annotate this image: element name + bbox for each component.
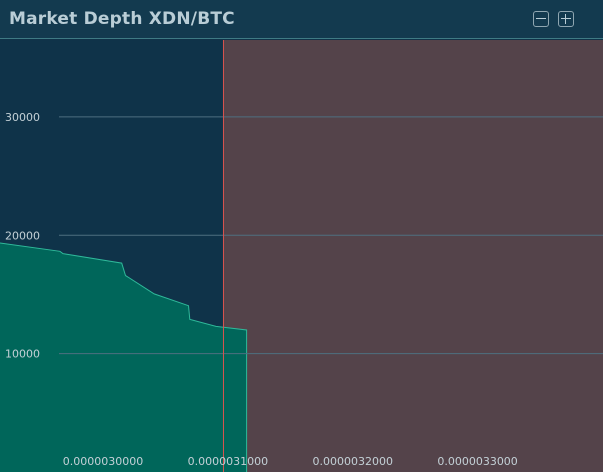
widget-title: Market Depth XDN/BTC — [9, 9, 235, 29]
x-tick-label-2: 0.0000032000 — [312, 455, 392, 468]
ask-depth-area — [223, 40, 603, 472]
x-tick-label-0: 0.0000030000 — [63, 455, 143, 468]
bid-depth-area — [0, 243, 247, 472]
widget-header: Market Depth XDN/BTC — [0, 0, 603, 39]
bid-depth-line — [0, 242, 248, 472]
depth-chart[interactable]: 10000 20000 30000 0.0000030000 0.0000031000… — [0, 40, 603, 472]
zoom-out-button[interactable] — [533, 11, 549, 27]
zoom-in-button[interactable] — [558, 11, 574, 27]
x-tick-label-3: 0.0000033000 — [437, 455, 517, 468]
minus-icon — [536, 18, 546, 19]
y-tick-label-0: 10000 — [5, 348, 40, 361]
x-tick-label-1: 0.0000031000 — [188, 455, 268, 468]
y-tick-label-2: 30000 — [5, 111, 40, 124]
y-tick-label-1: 20000 — [5, 229, 40, 242]
